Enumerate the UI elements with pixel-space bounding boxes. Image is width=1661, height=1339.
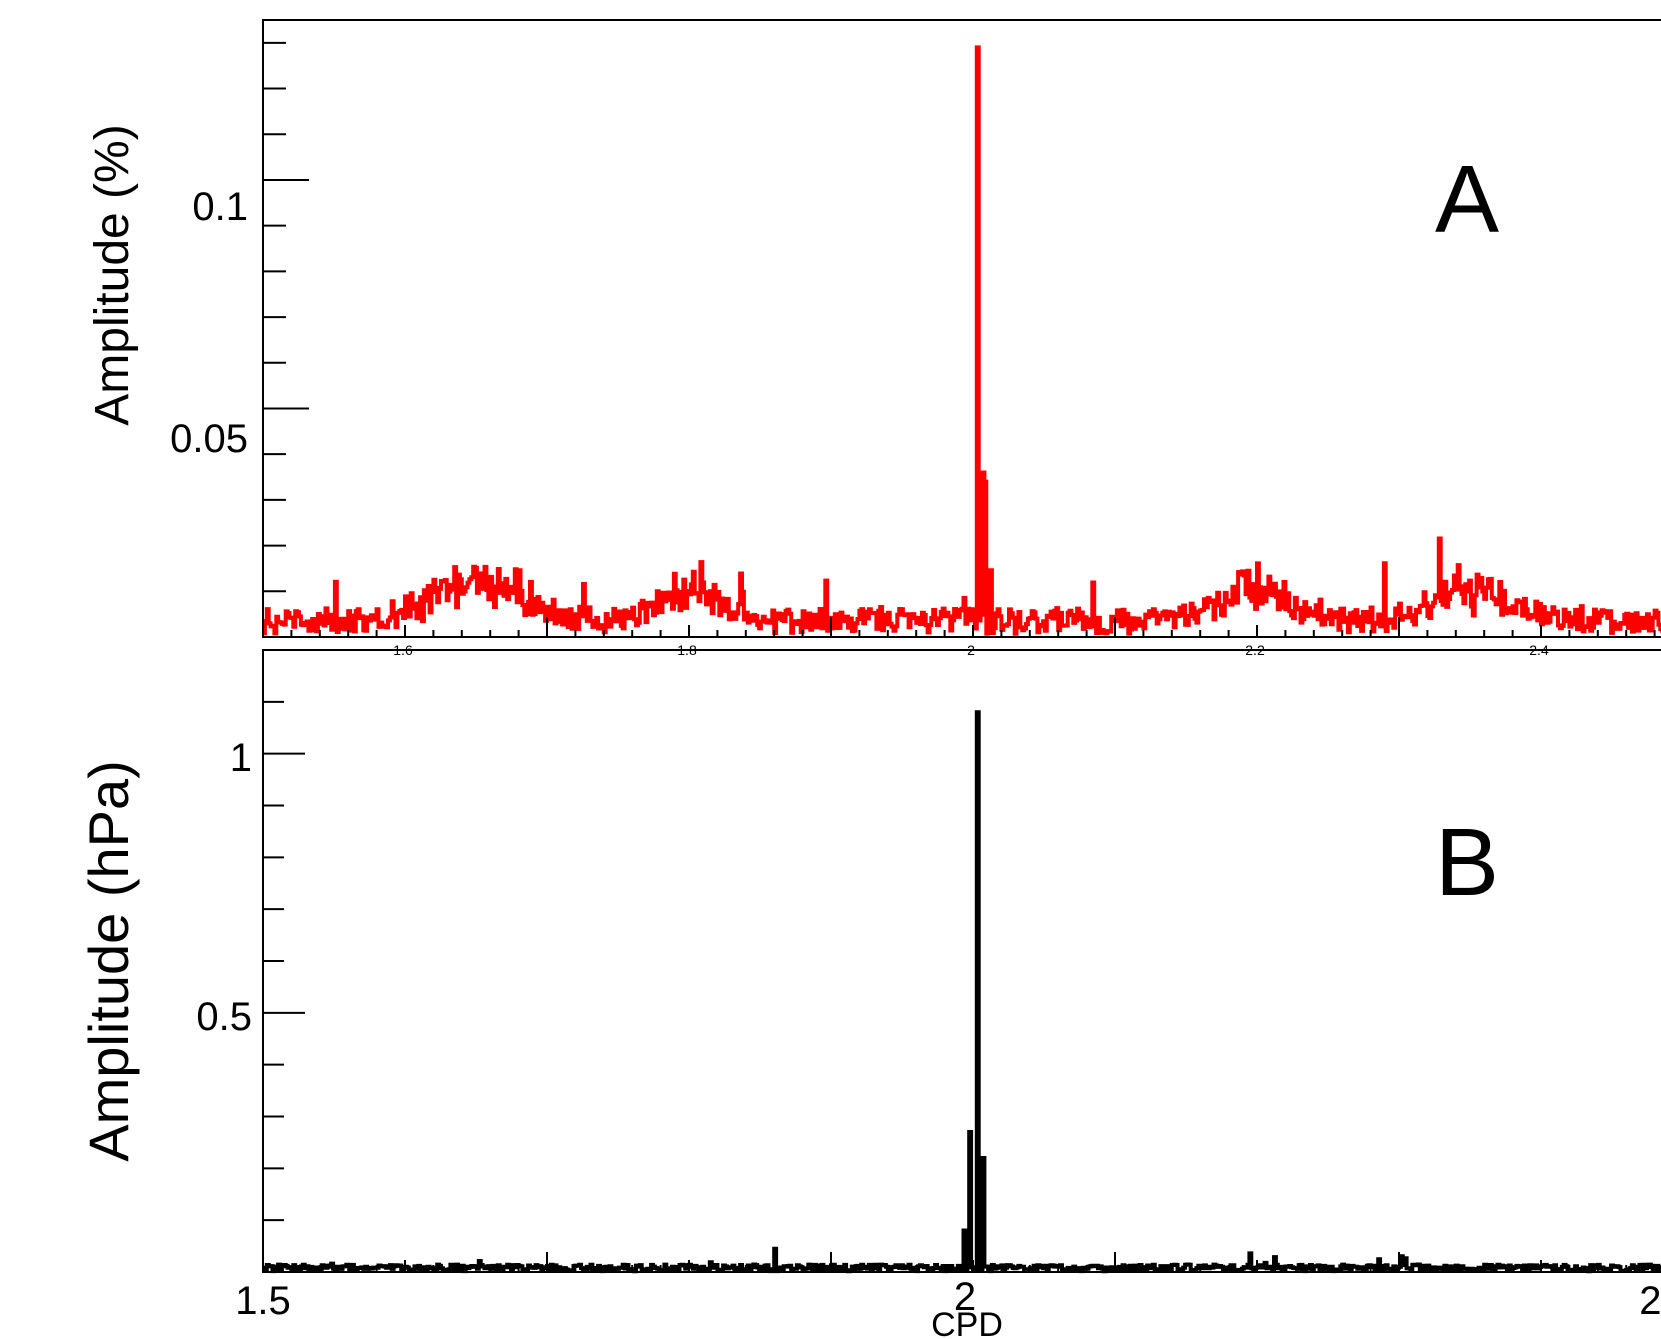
panel-a-y-axis-label: Amplitude (%) [86,124,139,425]
panel-b-xtick-label-1.5: 1.5 [235,1279,291,1323]
panel-b-frame [262,649,1661,1273]
panel-b-x-axis-label: CPD [931,1306,1003,1339]
panel-b-ytick-label-0.5: 0.5 [196,995,252,1039]
panel-b-y-ticks [263,700,305,1222]
panel-b-label: B [1435,809,1499,916]
panel-b-xtick-label-2.5: 2.5 [1639,1279,1661,1323]
panel-b-y-axis-label: Amplitude (hPa) [77,760,140,1162]
panel-a-ytick-label-0.1: 0.1 [192,185,248,229]
panel-b-ytick-label-1: 1 [230,736,252,780]
panel-b: 1 0.5 1.5 2 2.5 CPD Amplitude (hPa) B [77,649,1661,1339]
panel-a-x-ticks [262,617,1656,637]
panel-b-xtick-label-2: 2 [954,1275,976,1319]
panel-a-series-line [262,45,1661,636]
panel-a-ytick-label-0.05: 0.05 [170,417,248,461]
panel-a-frame [262,19,1661,638]
panel-a-y-ticks [263,41,309,593]
panel-b-series-line [262,710,1661,1274]
panel-b-x-ticks [262,1252,1656,1272]
panel-a-label: A [1435,146,1499,253]
panel-a: 0.1 0.05 1.6 1.8 2 2.2 2.4 Amplitude (%)… [86,19,1661,658]
